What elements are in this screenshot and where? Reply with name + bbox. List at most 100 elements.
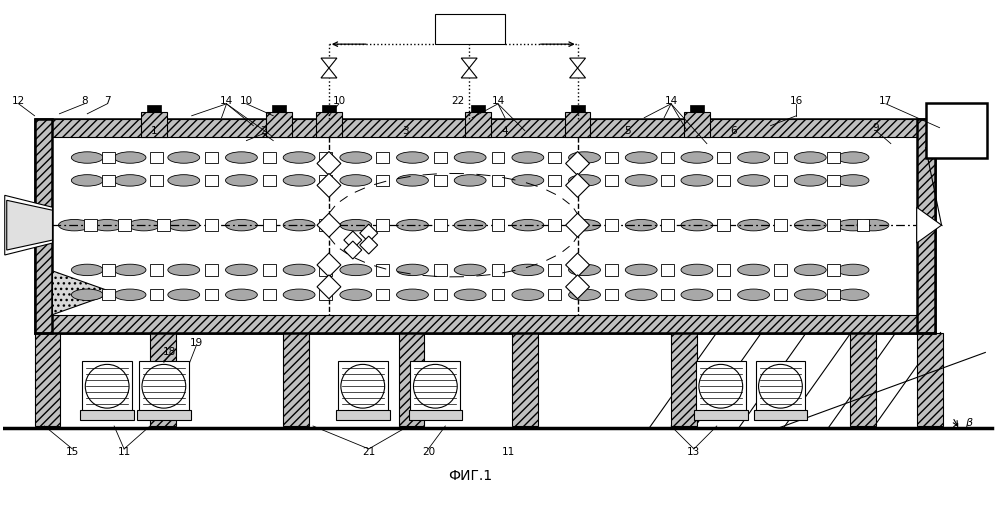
Ellipse shape	[397, 220, 428, 231]
Bar	[827, 264, 840, 276]
Bar	[80, 410, 134, 420]
Ellipse shape	[340, 264, 372, 276]
Bar	[137, 410, 191, 420]
Ellipse shape	[340, 152, 372, 163]
Ellipse shape	[681, 220, 713, 231]
Text: 10: 10	[240, 96, 253, 106]
Bar	[336, 410, 390, 420]
Ellipse shape	[738, 220, 770, 231]
Ellipse shape	[454, 289, 486, 300]
Bar	[316, 112, 342, 137]
Bar	[774, 289, 787, 300]
Ellipse shape	[794, 175, 826, 186]
Bar	[471, 105, 485, 112]
Bar	[35, 119, 935, 137]
Bar	[322, 105, 336, 112]
Bar	[548, 175, 561, 186]
Bar	[82, 362, 132, 411]
Ellipse shape	[168, 289, 200, 300]
Polygon shape	[461, 68, 477, 78]
Circle shape	[759, 365, 802, 408]
Text: 12: 12	[12, 96, 25, 106]
Bar	[512, 333, 538, 426]
Bar	[102, 289, 115, 300]
Bar	[283, 333, 309, 426]
Text: 2: 2	[260, 126, 267, 136]
Bar	[263, 264, 276, 276]
Bar	[118, 220, 131, 231]
Text: 5: 5	[624, 126, 631, 136]
Polygon shape	[317, 275, 341, 299]
Polygon shape	[360, 224, 378, 242]
Bar	[492, 220, 504, 231]
Bar	[272, 105, 286, 112]
Bar	[35, 119, 52, 333]
Text: 21: 21	[362, 447, 375, 457]
Bar	[319, 220, 332, 231]
Bar	[492, 152, 504, 163]
Ellipse shape	[837, 289, 869, 300]
Bar	[205, 289, 218, 300]
Bar	[774, 175, 787, 186]
Bar	[696, 362, 746, 411]
Ellipse shape	[837, 264, 869, 276]
Text: 6: 6	[730, 126, 737, 136]
Bar	[102, 175, 115, 186]
Bar	[548, 152, 561, 163]
Bar	[694, 410, 748, 420]
Bar	[434, 220, 447, 231]
Ellipse shape	[128, 220, 160, 231]
Polygon shape	[566, 275, 590, 299]
Bar	[492, 175, 504, 186]
Text: 11: 11	[501, 447, 515, 457]
Ellipse shape	[794, 289, 826, 300]
Polygon shape	[360, 236, 378, 254]
Text: 10: 10	[332, 96, 345, 106]
Polygon shape	[461, 58, 477, 68]
Bar	[548, 289, 561, 300]
Ellipse shape	[226, 175, 257, 186]
Bar	[263, 152, 276, 163]
Text: 19: 19	[190, 337, 203, 347]
Text: 20: 20	[422, 447, 435, 457]
Ellipse shape	[114, 289, 146, 300]
Ellipse shape	[226, 264, 257, 276]
Polygon shape	[321, 68, 337, 78]
Text: 4: 4	[502, 126, 508, 136]
Bar	[917, 333, 943, 426]
Bar	[774, 220, 787, 231]
Bar	[827, 152, 840, 163]
Ellipse shape	[71, 175, 103, 186]
Bar	[35, 333, 60, 426]
Bar	[263, 220, 276, 231]
Bar	[434, 264, 447, 276]
Bar	[492, 264, 504, 276]
Text: 8: 8	[81, 96, 88, 106]
Bar	[605, 220, 618, 231]
Bar	[376, 289, 389, 300]
Bar	[754, 410, 807, 420]
Circle shape	[142, 365, 186, 408]
Bar	[147, 105, 161, 112]
Bar	[319, 264, 332, 276]
Polygon shape	[570, 68, 586, 78]
Bar	[465, 112, 491, 137]
Ellipse shape	[114, 152, 146, 163]
Ellipse shape	[681, 264, 713, 276]
Bar	[376, 264, 389, 276]
Bar	[150, 264, 163, 276]
Text: 14: 14	[220, 96, 233, 106]
Ellipse shape	[71, 289, 103, 300]
Ellipse shape	[681, 152, 713, 163]
Ellipse shape	[114, 175, 146, 186]
Bar	[827, 175, 840, 186]
Polygon shape	[344, 241, 362, 259]
Bar	[756, 362, 805, 411]
Ellipse shape	[168, 264, 200, 276]
Bar	[717, 220, 730, 231]
Ellipse shape	[512, 152, 544, 163]
Ellipse shape	[738, 289, 770, 300]
Ellipse shape	[340, 289, 372, 300]
Bar	[917, 119, 935, 333]
Bar	[661, 289, 674, 300]
